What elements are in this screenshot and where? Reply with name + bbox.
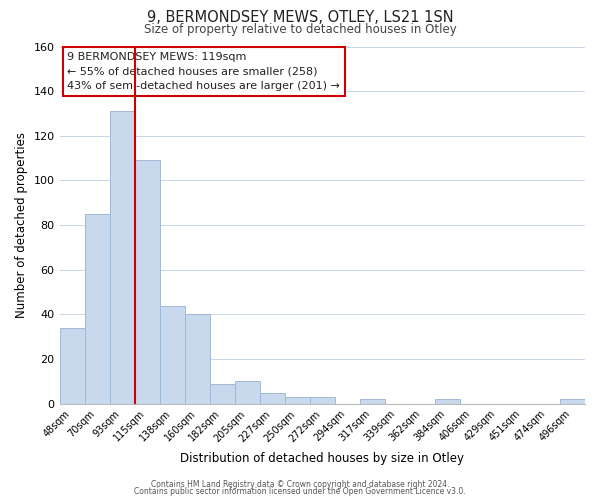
Bar bbox=[110, 112, 134, 404]
Bar bbox=[360, 400, 385, 404]
Text: 9 BERMONDSEY MEWS: 119sqm
← 55% of detached houses are smaller (258)
43% of semi: 9 BERMONDSEY MEWS: 119sqm ← 55% of detac… bbox=[67, 52, 340, 92]
Bar bbox=[560, 400, 585, 404]
Bar bbox=[160, 306, 185, 404]
Bar bbox=[235, 382, 260, 404]
Y-axis label: Number of detached properties: Number of detached properties bbox=[15, 132, 28, 318]
Bar bbox=[310, 397, 335, 404]
Bar bbox=[260, 392, 285, 404]
Text: Contains public sector information licensed under the Open Government Licence v3: Contains public sector information licen… bbox=[134, 487, 466, 496]
Bar bbox=[209, 384, 235, 404]
Text: Size of property relative to detached houses in Otley: Size of property relative to detached ho… bbox=[143, 22, 457, 36]
X-axis label: Distribution of detached houses by size in Otley: Distribution of detached houses by size … bbox=[180, 452, 464, 465]
Bar bbox=[435, 400, 460, 404]
Bar bbox=[59, 328, 85, 404]
Bar bbox=[85, 214, 110, 404]
Bar bbox=[285, 397, 310, 404]
Text: 9, BERMONDSEY MEWS, OTLEY, LS21 1SN: 9, BERMONDSEY MEWS, OTLEY, LS21 1SN bbox=[146, 10, 454, 25]
Text: Contains HM Land Registry data © Crown copyright and database right 2024.: Contains HM Land Registry data © Crown c… bbox=[151, 480, 449, 489]
Bar bbox=[134, 160, 160, 404]
Bar bbox=[185, 314, 209, 404]
